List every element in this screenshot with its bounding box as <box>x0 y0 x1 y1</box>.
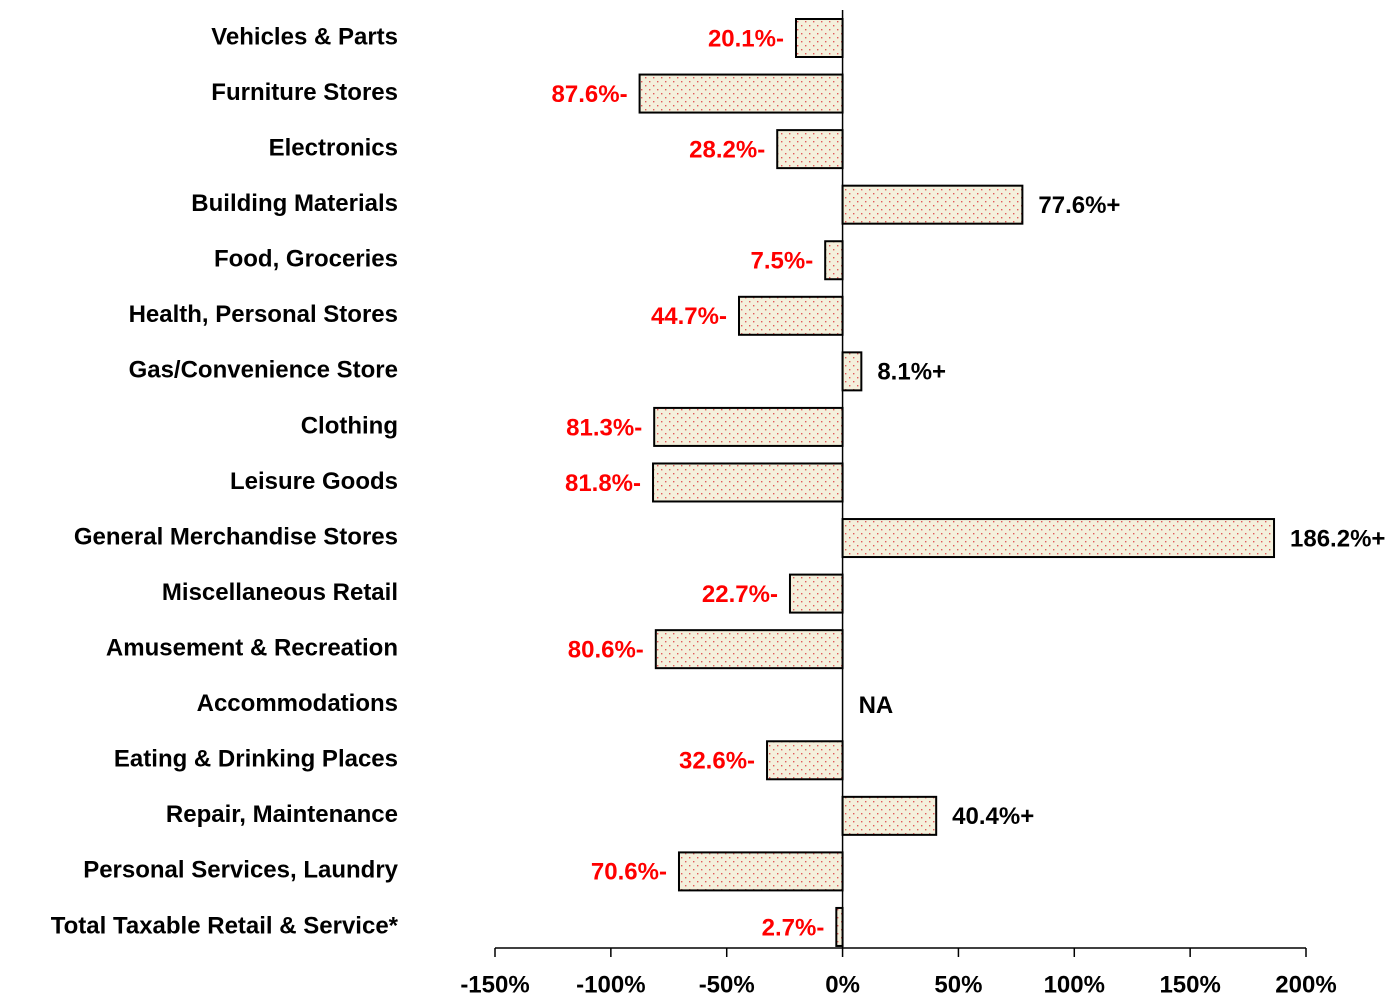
bar <box>788 573 844 614</box>
bar <box>841 518 1276 559</box>
x-tick-label: 50% <box>934 971 982 998</box>
bar <box>653 406 844 447</box>
category-label: Electronics <box>269 134 398 161</box>
x-tick-label: -50% <box>699 971 755 998</box>
bar <box>841 795 938 836</box>
bar <box>776 129 844 170</box>
category-label: Leisure Goods <box>230 468 398 495</box>
category-label: Vehicles & Parts <box>211 23 398 50</box>
x-tick-label: 150% <box>1159 971 1220 998</box>
bar <box>841 184 1024 225</box>
category-label: Eating & Drinking Places <box>114 746 398 773</box>
x-tick-label: 200% <box>1275 971 1336 998</box>
value-label: 22.7%- <box>702 581 778 608</box>
x-tick-label: -150% <box>460 971 529 998</box>
value-label: 2.7%- <box>762 914 825 941</box>
category-label: Food, Groceries <box>214 246 398 273</box>
value-label: 32.6%- <box>679 748 755 775</box>
category-label: General Merchandise Stores <box>74 523 398 550</box>
category-label: Gas/Convenience Store <box>129 357 398 384</box>
category-label: Accommodations <box>197 690 398 717</box>
value-label: 81.3%- <box>566 414 642 441</box>
bar <box>677 851 844 892</box>
bar <box>841 351 863 392</box>
category-label: Total Taxable Retail & Service* <box>51 912 399 939</box>
category-label: Health, Personal Stores <box>129 301 398 328</box>
value-label: 28.2%- <box>689 136 765 163</box>
bar <box>654 629 844 670</box>
x-tick-label: 0% <box>825 971 860 998</box>
value-label: 70.6%- <box>591 859 667 886</box>
value-label: 40.4%+ <box>952 803 1034 830</box>
bar <box>638 73 844 114</box>
value-label: 8.1%+ <box>877 359 946 386</box>
value-label: 20.1%- <box>708 25 784 52</box>
x-tick-label: 100% <box>1044 971 1105 998</box>
category-label: Clothing <box>301 412 398 439</box>
bar <box>794 18 844 58</box>
category-label: Amusement & Recreation <box>106 635 398 662</box>
value-label: NA <box>859 692 894 719</box>
bar <box>824 240 844 281</box>
bar <box>652 462 844 503</box>
bar <box>737 295 844 336</box>
value-label: 44.7%- <box>651 303 727 330</box>
x-tick-label: -100% <box>576 971 645 998</box>
category-label: Building Materials <box>191 190 398 217</box>
bar <box>766 740 844 781</box>
bar <box>835 906 844 947</box>
value-label: 186.2%+ <box>1290 525 1385 552</box>
value-label: 7.5%- <box>750 248 813 275</box>
value-label: 87.6%- <box>552 81 628 108</box>
value-label: 80.6%- <box>568 637 644 664</box>
category-label: Personal Services, Laundry <box>83 857 398 884</box>
value-label: 81.8%- <box>565 470 641 497</box>
category-label: Furniture Stores <box>211 79 398 106</box>
category-label: Repair, Maintenance <box>166 801 398 828</box>
value-label: 77.6%+ <box>1038 192 1120 219</box>
category-label: Miscellaneous Retail <box>162 579 398 606</box>
